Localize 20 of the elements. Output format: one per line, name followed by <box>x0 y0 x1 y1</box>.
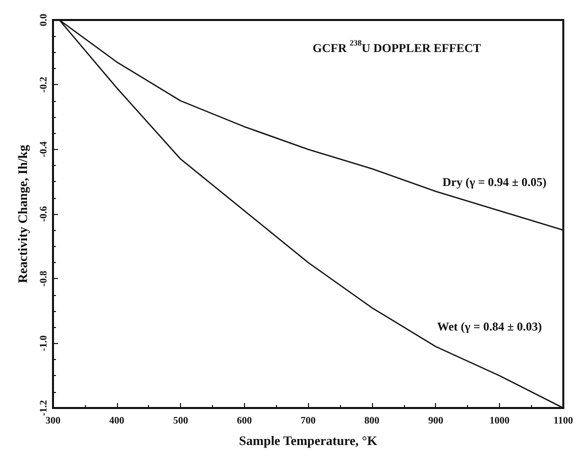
y-tick-label: -0.8 <box>38 270 50 287</box>
y-tick-label: 0.0 <box>38 14 50 26</box>
x-tick-label: 300 <box>46 416 60 426</box>
y-tick-label: -1.0 <box>38 335 50 352</box>
y-tick-label: -1.2 <box>38 400 50 416</box>
series-label: Wet (γ = 0.84 ± 0.03) <box>437 320 542 334</box>
x-tick-label: 500 <box>173 416 188 426</box>
y-axis-title: Reactivity Change, Ih/kg <box>15 144 30 284</box>
x-tick-label: 600 <box>236 416 252 426</box>
x-tick-label: 800 <box>364 416 380 426</box>
series-label: Dry (γ = 0.94 ± 0.05) <box>442 174 547 189</box>
x-tick-label: 1000 <box>489 416 510 426</box>
y-tick-label: -0.2 <box>38 76 50 93</box>
x-tick-label: 1100 <box>554 416 573 426</box>
x-tick-label: 400 <box>109 416 124 426</box>
x-axis-title: Sample Temperature, °K <box>239 433 378 448</box>
x-tick-label: 900 <box>428 416 444 426</box>
y-tick-label: -0.6 <box>38 206 50 222</box>
y-tick-label: -0.4 <box>38 141 50 158</box>
x-tick-label: 700 <box>300 416 316 426</box>
